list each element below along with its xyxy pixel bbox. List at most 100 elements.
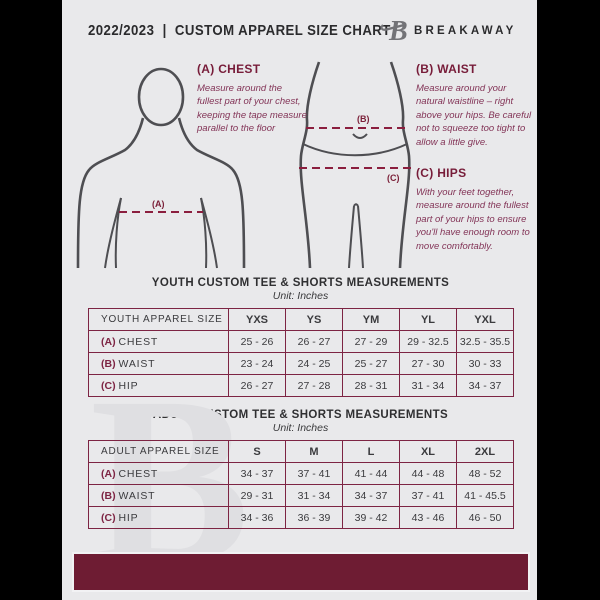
size-chart-page: 2022/2023 | CUSTOM APPAREL SIZE CHART B … xyxy=(62,0,537,600)
table-cell: 26 - 27 xyxy=(228,374,286,397)
row-label: CHEST xyxy=(118,335,159,348)
adult-section-title: ADULT CUSTOM TEE & SHORTS MEASUREMENTS U… xyxy=(88,408,513,435)
table-cell: 46 - 50 xyxy=(456,506,514,529)
column-header: YXS xyxy=(228,308,286,331)
row-letter: (A) xyxy=(101,467,116,480)
column-header: YOUTH APPAREL SIZE xyxy=(88,308,229,331)
chest-instruction: (A) CHEST Measure around the fullest par… xyxy=(197,62,309,136)
waist-marker-label: (B) xyxy=(357,114,370,124)
table-cell: 34 - 37 xyxy=(342,484,400,507)
column-header: ADULT APPAREL SIZE xyxy=(88,440,229,463)
column-header: 2XL xyxy=(456,440,514,463)
table-cell: 43 - 46 xyxy=(399,506,457,529)
table-cell: 28 - 31 xyxy=(342,374,400,397)
table-header-row: YOUTH APPAREL SIZE YXS YS YM YL YXL xyxy=(88,308,514,331)
row-label: WAIST xyxy=(118,357,156,370)
table-row: (B) WAIST 23 - 24 24 - 25 25 - 27 27 - 3… xyxy=(88,352,514,375)
waist-instruction-heading: (B) WAIST xyxy=(416,62,477,76)
adult-table-title: ADULT CUSTOM TEE & SHORTS MEASUREMENTS xyxy=(152,409,449,421)
logo-letter: B xyxy=(388,16,408,47)
column-header: M xyxy=(285,440,343,463)
column-header: YM xyxy=(342,308,400,331)
figure-left-inner-arm xyxy=(104,197,122,269)
table-cell: 29 - 32.5 xyxy=(399,330,457,353)
table-cell: 26 - 27 xyxy=(285,330,343,353)
table-header-row: ADULT APPAREL SIZE S M L XL 2XL xyxy=(88,440,514,463)
row-label-cell: (B) WAIST xyxy=(88,484,229,507)
figure-hip-curve xyxy=(302,143,408,157)
table-cell: 23 - 24 xyxy=(228,352,286,375)
figure-right-inner-arm xyxy=(200,197,218,269)
breakaway-logo-icon: B xyxy=(380,14,412,53)
table-cell: 30 - 33 xyxy=(456,352,514,375)
youth-table-unit: Unit: Inches xyxy=(272,290,329,302)
table-cell: 41 - 45.5 xyxy=(456,484,514,507)
column-header: YXL xyxy=(456,308,514,331)
youth-table-title: YOUTH CUSTOM TEE & SHORTS MEASUREMENTS xyxy=(151,277,450,289)
row-label-cell: (C) HIP xyxy=(88,506,229,529)
figure-left-inner-leg xyxy=(348,205,355,269)
table-cell: 31 - 34 xyxy=(285,484,343,507)
table-cell: 24 - 25 xyxy=(285,352,343,375)
figure-right-inner-leg xyxy=(357,205,364,269)
figure-right-shoulder-arm xyxy=(177,117,246,269)
hips-instruction: (C) HIPS With your feet together, measur… xyxy=(416,166,540,253)
page-title: 2022/2023 | CUSTOM APPAREL SIZE CHART xyxy=(88,22,391,39)
logo-crossbar xyxy=(380,23,407,31)
youth-size-table: YOUTH APPAREL SIZE YXS YS YM YL YXL (A) … xyxy=(88,308,514,397)
youth-section-title: YOUTH CUSTOM TEE & SHORTS MEASUREMENTS U… xyxy=(88,276,513,303)
adult-table-unit: Unit: Inches xyxy=(272,422,329,434)
row-label-cell: (A) CHEST xyxy=(88,330,229,353)
row-label: HIP xyxy=(118,511,139,524)
row-letter: (C) xyxy=(101,379,116,392)
chest-measurement-figure: (A) xyxy=(76,67,246,269)
table-cell: 25 - 27 xyxy=(342,352,400,375)
row-label: HIP xyxy=(118,379,139,392)
column-header: XL xyxy=(399,440,457,463)
row-label-cell: (C) HIP xyxy=(88,374,229,397)
column-header: YL xyxy=(399,308,457,331)
column-header: S xyxy=(228,440,286,463)
table-cell: 27 - 30 xyxy=(399,352,457,375)
row-letter: (A) xyxy=(101,335,116,348)
waist-hip-measurement-figure: (B) (C) xyxy=(299,61,411,269)
waist-instruction-body: Measure around your natural waistline – … xyxy=(416,83,532,148)
table-cell: 31 - 34 xyxy=(399,374,457,397)
figure-head xyxy=(137,67,185,127)
figure-right-hip-outline xyxy=(389,61,411,269)
brand-name: BREAKAWAY xyxy=(414,25,517,37)
table-row: (B) WAIST 29 - 31 31 - 34 34 - 37 37 - 4… xyxy=(88,484,514,507)
figure-crotch xyxy=(353,203,359,207)
figure-left-shoulder-arm xyxy=(76,117,145,269)
row-letter: (B) xyxy=(101,357,116,370)
table-row: (A) CHEST 34 - 37 37 - 41 41 - 44 44 - 4… xyxy=(88,462,514,485)
table-row: (C) HIP 34 - 36 36 - 39 39 - 42 43 - 46 … xyxy=(88,506,514,529)
table-cell: 27 - 28 xyxy=(285,374,343,397)
row-label: WAIST xyxy=(118,489,156,502)
table-cell: 41 - 44 xyxy=(342,462,400,485)
waist-instruction: (B) WAIST Measure around your natural wa… xyxy=(416,62,536,149)
table-cell: 29 - 31 xyxy=(228,484,286,507)
chest-instruction-heading: (A) CHEST xyxy=(197,62,261,76)
figure-navel xyxy=(352,133,368,139)
table-cell: 37 - 41 xyxy=(399,484,457,507)
table-row: (A) CHEST 25 - 26 26 - 27 27 - 29 29 - 3… xyxy=(88,330,514,353)
table-cell: 36 - 39 xyxy=(285,506,343,529)
adult-size-table: ADULT APPAREL SIZE S M L XL 2XL (A) CHES… xyxy=(88,440,514,529)
table-cell: 37 - 41 xyxy=(285,462,343,485)
chest-marker-label: (A) xyxy=(152,199,165,209)
table-cell: 32.5 - 35.5 xyxy=(456,330,514,353)
row-letter: (B) xyxy=(101,489,116,502)
hips-instruction-body: With your feet together, measure around … xyxy=(416,187,530,252)
table-cell: 27 - 29 xyxy=(342,330,400,353)
row-label: CHEST xyxy=(118,467,159,480)
column-header: L xyxy=(342,440,400,463)
table-cell: 34 - 36 xyxy=(228,506,286,529)
table-cell: 44 - 48 xyxy=(399,462,457,485)
row-label-cell: (A) CHEST xyxy=(88,462,229,485)
table-cell: 25 - 26 xyxy=(228,330,286,353)
footer-banner xyxy=(72,552,530,592)
table-cell: 34 - 37 xyxy=(228,462,286,485)
table-cell: 48 - 52 xyxy=(456,462,514,485)
